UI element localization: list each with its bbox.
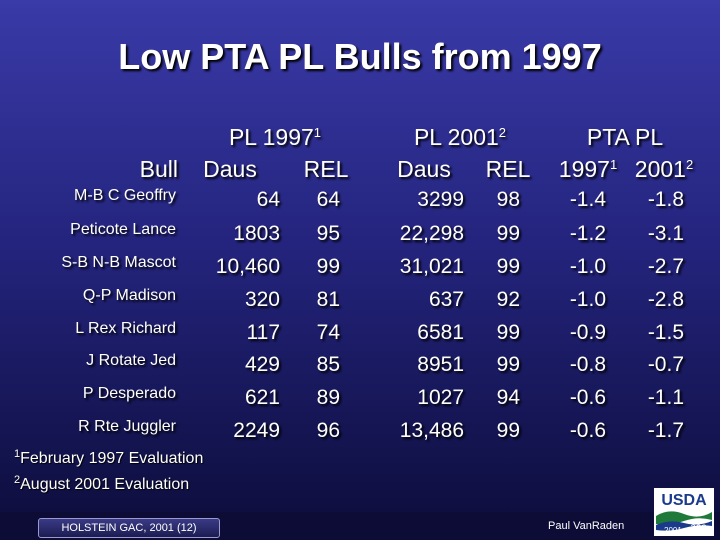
pta-2001-value: -2.7: [647, 255, 684, 278]
header-pta-pl-text: PTA PL: [586, 124, 664, 150]
bull-name: J Rotate Jed: [86, 352, 176, 369]
daus-2001-value: 3299: [417, 188, 464, 211]
pta-1997-value: -1.0: [569, 288, 606, 311]
pta-1997-value: -1.2: [569, 222, 606, 245]
header-year-2001-text: 2001: [634, 156, 686, 182]
bull-name: L Rex Richard: [75, 320, 176, 337]
footer-author: Paul VanRaden: [548, 520, 625, 532]
header-pl-2001-sup: 2: [498, 125, 507, 140]
usda-logo-icon: USDA: [654, 488, 714, 536]
pta-2001-value: -3.1: [647, 222, 684, 245]
footnote-2-text: August 2001 Evaluation: [20, 476, 190, 493]
pta-1997-value: -0.9: [569, 321, 606, 344]
pta-2001-value: -1.5: [647, 321, 684, 344]
pta-2001-value: -0.7: [647, 353, 684, 376]
header-bull: Bull: [139, 156, 178, 182]
rel-1997-value: 81: [316, 288, 340, 311]
daus-1997-value: 429: [244, 353, 280, 376]
daus-2001-value: 13,486: [399, 419, 464, 442]
rel-2001-value: 99: [496, 321, 520, 344]
daus-1997-value: 1803: [233, 222, 280, 245]
header-daus-1997: Daus: [203, 156, 257, 182]
header-year-1997: 19971: [552, 156, 624, 183]
bull-name: R Rte Juggler: [78, 418, 176, 435]
rel-2001-value: 98: [496, 188, 520, 211]
daus-2001-value: 31,021: [399, 255, 464, 278]
daus-1997-value: 117: [246, 321, 280, 344]
header-pl-1997-text: PL 1997: [228, 124, 314, 150]
rel-1997-value: 96: [316, 419, 340, 442]
daus-2001-value: 637: [428, 288, 464, 311]
daus-2001-value: 22,298: [399, 222, 464, 245]
bull-name: M-B C Geoffry: [74, 187, 176, 204]
rel-2001-value: 99: [496, 222, 520, 245]
rel-1997-value: 99: [316, 255, 340, 278]
rel-2001-value: 94: [496, 386, 520, 409]
bull-name: S-B N-B Mascot: [61, 254, 176, 271]
header-rel-2001: REL: [485, 156, 531, 182]
bull-name: P Desperado: [82, 385, 176, 402]
footnote-2: 2August 2001 Evaluation: [14, 474, 190, 494]
daus-1997-value: 320: [244, 288, 280, 311]
rel-1997-value: 64: [316, 188, 340, 211]
header-daus-2001: Daus: [397, 156, 451, 182]
header-pl-1997-sup: 1: [313, 125, 322, 140]
footnote-2-marker: 2: [14, 474, 21, 486]
header-year-1997-text: 1997: [558, 156, 610, 182]
aes-logo-mark: aes: [690, 522, 707, 533]
header-rel-1997: REL: [303, 156, 349, 182]
header-year-2001: 20012: [628, 156, 700, 183]
pta-1997-value: -0.8: [569, 353, 606, 376]
daus-2001-value: 1027: [417, 386, 464, 409]
bull-name: Peticote Lance: [70, 221, 176, 238]
footnote-1: 1February 1997 Evaluation: [14, 448, 204, 468]
footnote-1-text: February 1997 Evaluation: [20, 450, 204, 467]
daus-2001-value: 8951: [417, 353, 464, 376]
pta-2001-value: -1.1: [647, 386, 684, 409]
rel-2001-value: 99: [496, 353, 520, 376]
rel-1997-value: 74: [316, 321, 340, 344]
usda-logo-text: USDA: [661, 492, 707, 509]
pta-1997-value: -1.4: [569, 188, 606, 211]
daus-2001-value: 6581: [417, 321, 464, 344]
header-year-1997-sup: 1: [609, 157, 618, 172]
pta-1997-value: -0.6: [569, 386, 606, 409]
daus-1997-value: 64: [256, 188, 280, 211]
bull-name: Q-P Madison: [82, 287, 176, 304]
logo-year: 2001: [664, 526, 682, 535]
rel-2001-value: 99: [496, 419, 520, 442]
rel-1997-value: 85: [316, 353, 340, 376]
daus-1997-value: 2249: [233, 419, 280, 442]
footer-presentation-label: HOLSTEIN GAC, 2001 (12): [38, 518, 220, 538]
rel-1997-value: 95: [316, 222, 340, 245]
pta-2001-value: -1.7: [647, 419, 684, 442]
pta-1997-value: -1.0: [569, 255, 606, 278]
rel-1997-value: 89: [316, 386, 340, 409]
header-pta-pl: PTA PL: [555, 124, 695, 151]
header-pl-1997: PL 19971: [200, 124, 350, 151]
pta-2001-value: -1.8: [647, 188, 684, 211]
footnote-1-marker: 1: [14, 448, 21, 460]
rel-2001-value: 92: [496, 288, 520, 311]
pta-2001-value: -2.8: [647, 288, 684, 311]
pta-1997-value: -0.6: [569, 419, 606, 442]
header-pl-2001-text: PL 2001: [413, 124, 499, 150]
daus-1997-value: 10,460: [215, 255, 280, 278]
rel-2001-value: 99: [496, 255, 520, 278]
header-pl-2001: PL 20012: [385, 124, 535, 151]
header-year-2001-sup: 2: [685, 157, 694, 172]
daus-1997-value: 621: [244, 386, 280, 409]
slide-title: Low PTA PL Bulls from 1997: [118, 36, 602, 77]
